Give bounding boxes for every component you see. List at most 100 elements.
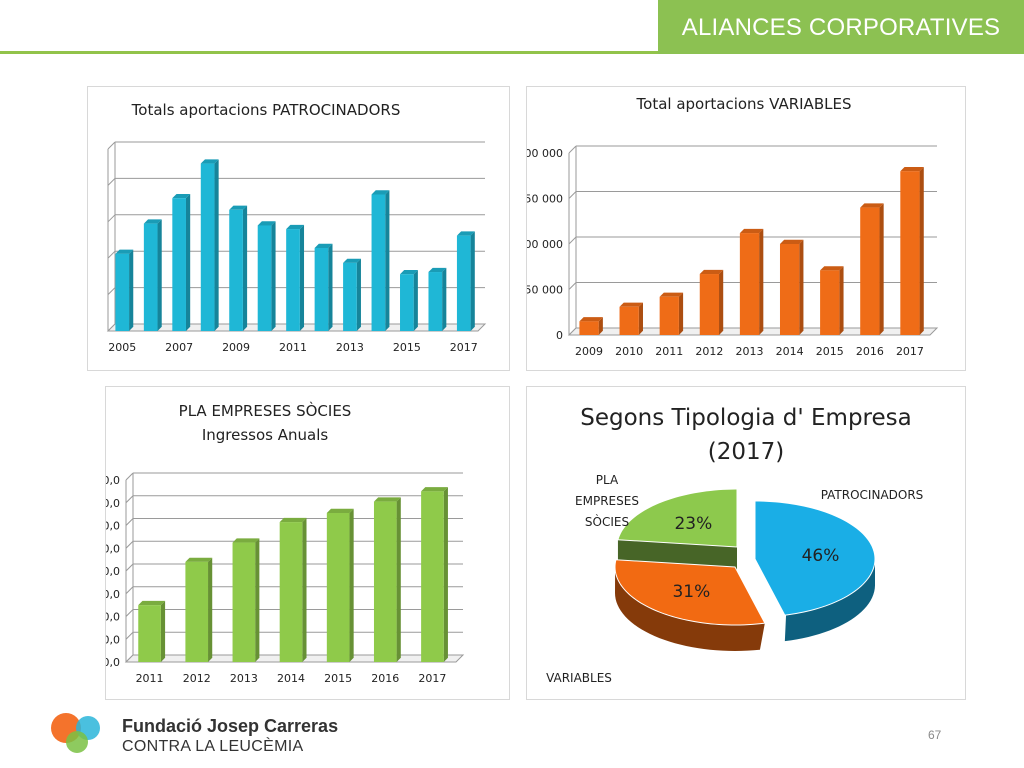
brand-tagline: CONTRA LA LEUCÈMIA <box>122 738 304 755</box>
bar <box>286 229 300 331</box>
bar-top <box>279 517 307 523</box>
bar <box>428 272 443 331</box>
x-tick-label: 2014 <box>277 672 305 685</box>
bar <box>185 561 209 662</box>
pie-value-label: 23% <box>674 514 712 534</box>
bar-side <box>356 258 361 331</box>
chart-patrocinadors-panel: Totals aportacions PATROCINADORS 0100 00… <box>87 86 510 371</box>
bar-top <box>343 258 361 263</box>
chart-patrocinadors: Totals aportacions PATROCINADORS 0100 00… <box>106 101 487 354</box>
bar-top <box>229 205 248 210</box>
chart-socies-panel: PLA EMPRESES SÒCIES Ingressos Anuals 0,0… <box>105 386 510 700</box>
bar <box>326 512 350 662</box>
bar-top <box>143 219 162 224</box>
pie-slice <box>754 500 876 616</box>
bar <box>257 225 272 331</box>
y-tick-label: 160 000,0 <box>106 474 120 487</box>
x-tick-label: 2017 <box>450 341 478 354</box>
chart-subtitle: Ingressos Anuals <box>202 426 329 444</box>
bar <box>739 233 760 335</box>
bar-top <box>185 557 213 562</box>
bar-side <box>470 231 475 331</box>
bar <box>115 253 130 331</box>
x-tick-label: 2009 <box>575 345 603 358</box>
bar-side <box>598 317 603 335</box>
gridline-depth <box>107 141 116 150</box>
x-tick-label: 2015 <box>816 345 844 358</box>
bar-side <box>349 508 354 662</box>
gridline-depth <box>125 586 134 595</box>
y-tick-label: 50 000 <box>527 284 563 297</box>
bar <box>860 207 880 335</box>
bar-top <box>820 266 844 271</box>
bar <box>900 171 920 335</box>
bar-side <box>413 270 418 331</box>
bar-side <box>328 243 333 331</box>
bar-top <box>232 538 260 543</box>
brand-name: Fundació Josep Carreras <box>122 716 339 736</box>
pie-category-label: SÒCIES <box>585 514 629 529</box>
chart-variables: Total aportacions VARIABLES 0 50 000 100 0… <box>527 95 939 358</box>
bar-side <box>839 266 844 335</box>
bar-top <box>138 600 166 606</box>
bar-side <box>214 159 219 331</box>
bar <box>143 223 158 331</box>
bar-top <box>779 239 804 244</box>
section-title: ALIANCES CORPORATIVES <box>658 0 1024 54</box>
pie-slice <box>614 559 766 626</box>
bar <box>279 522 303 662</box>
bar-top <box>257 221 276 226</box>
bar-side <box>759 228 764 335</box>
gridline-depth <box>568 236 577 245</box>
gridline-depth <box>125 540 134 549</box>
bar <box>779 244 800 335</box>
x-tick-label: 2013 <box>336 341 364 354</box>
x-tick-label: 2014 <box>776 345 804 358</box>
y-tick-label: 140 000,0 <box>106 497 120 510</box>
chart-title: Segons Tipologia d' Empresa <box>580 405 912 431</box>
bar-top <box>373 497 401 502</box>
bar-top <box>699 269 724 275</box>
x-tick-label: 2013 <box>230 672 258 685</box>
bar-side <box>385 190 390 331</box>
x-tick-label: 2010 <box>615 345 643 358</box>
gridline-depth <box>568 282 577 290</box>
chart-subtitle: (2017) <box>708 439 784 465</box>
bar-side <box>208 557 213 662</box>
x-tick-label: 2009 <box>222 341 250 354</box>
bar-top <box>314 243 333 249</box>
bar-side <box>185 193 191 331</box>
bar <box>820 270 840 335</box>
chart-socies: PLA EMPRESES SÒCIES Ingressos Anuals 0,0… <box>106 401 465 685</box>
bar <box>421 491 444 662</box>
bar <box>172 198 186 331</box>
gridline-depth <box>568 145 577 154</box>
y-tick-label: 0 <box>556 329 563 342</box>
bar <box>659 296 679 335</box>
chart-title: Total aportacions VARIABLES <box>636 95 852 113</box>
bar-side <box>302 517 307 662</box>
bar-top <box>739 228 764 234</box>
bar <box>314 248 329 331</box>
bar-top <box>860 203 884 208</box>
bar-top <box>200 159 219 164</box>
bar-side <box>879 203 884 335</box>
y-tick-label: 100 000,0 <box>106 542 120 555</box>
gridline-depth <box>125 563 134 572</box>
gridline-depth <box>125 495 134 504</box>
bar <box>343 262 357 331</box>
pie-slice <box>617 488 738 548</box>
bar-top <box>428 267 447 273</box>
bar <box>699 274 720 335</box>
page-number: 67 <box>928 728 942 742</box>
x-tick-label: 2011 <box>279 341 307 354</box>
bar-side <box>638 302 643 335</box>
bar-side <box>255 538 260 662</box>
chart-variables-panel: Total aportacions VARIABLES 0 50 000 100 0… <box>526 86 966 371</box>
gridline-depth <box>568 191 577 199</box>
bar <box>456 235 471 331</box>
bar-side <box>678 292 684 335</box>
bar-top <box>579 317 603 322</box>
bar-side <box>129 249 134 331</box>
chart-title: PLA EMPRESES SÒCIES <box>179 401 352 420</box>
